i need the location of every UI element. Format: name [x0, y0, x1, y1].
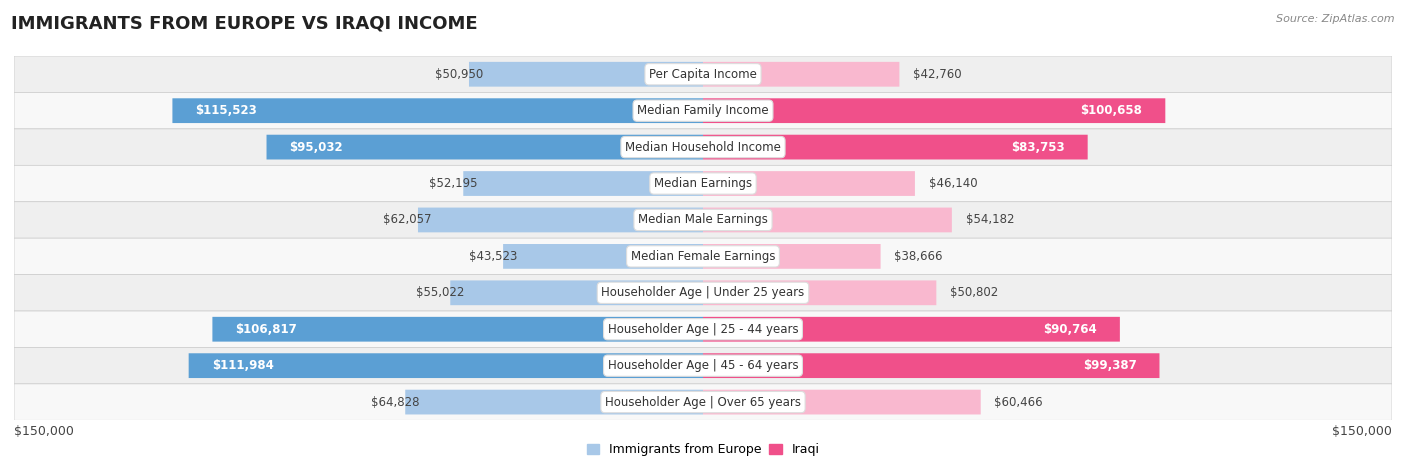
Text: $50,802: $50,802 [950, 286, 998, 299]
Text: $83,753: $83,753 [1011, 141, 1064, 154]
Text: $52,195: $52,195 [429, 177, 477, 190]
Text: Householder Age | 45 - 64 years: Householder Age | 45 - 64 years [607, 359, 799, 372]
FancyBboxPatch shape [14, 275, 1392, 311]
FancyBboxPatch shape [703, 317, 1119, 342]
FancyBboxPatch shape [503, 244, 703, 269]
Legend: Immigrants from Europe, Iraqi: Immigrants from Europe, Iraqi [582, 439, 824, 461]
Text: Median Household Income: Median Household Income [626, 141, 780, 154]
Text: Per Capita Income: Per Capita Income [650, 68, 756, 81]
FancyBboxPatch shape [450, 280, 703, 305]
FancyBboxPatch shape [267, 134, 703, 160]
FancyBboxPatch shape [703, 62, 900, 87]
Text: Householder Age | 25 - 44 years: Householder Age | 25 - 44 years [607, 323, 799, 336]
Text: $54,182: $54,182 [966, 213, 1014, 226]
FancyBboxPatch shape [14, 347, 1392, 384]
Text: $55,022: $55,022 [416, 286, 464, 299]
FancyBboxPatch shape [14, 129, 1392, 165]
Text: Source: ZipAtlas.com: Source: ZipAtlas.com [1277, 14, 1395, 24]
Text: $62,057: $62,057 [384, 213, 432, 226]
Text: Median Family Income: Median Family Income [637, 104, 769, 117]
FancyBboxPatch shape [14, 165, 1392, 202]
FancyBboxPatch shape [14, 56, 1392, 92]
FancyBboxPatch shape [703, 207, 952, 233]
Text: $106,817: $106,817 [235, 323, 297, 336]
FancyBboxPatch shape [703, 353, 1160, 378]
FancyBboxPatch shape [14, 202, 1392, 238]
FancyBboxPatch shape [463, 171, 703, 196]
FancyBboxPatch shape [14, 384, 1392, 420]
FancyBboxPatch shape [703, 389, 981, 415]
Text: $150,000: $150,000 [14, 425, 75, 438]
Text: $50,950: $50,950 [434, 68, 482, 81]
Text: $150,000: $150,000 [1331, 425, 1392, 438]
Text: Median Male Earnings: Median Male Earnings [638, 213, 768, 226]
Text: $64,828: $64,828 [371, 396, 419, 409]
Text: $42,760: $42,760 [912, 68, 962, 81]
FancyBboxPatch shape [703, 244, 880, 269]
Text: Householder Age | Under 25 years: Householder Age | Under 25 years [602, 286, 804, 299]
FancyBboxPatch shape [14, 238, 1392, 275]
Text: $90,764: $90,764 [1043, 323, 1097, 336]
FancyBboxPatch shape [703, 280, 936, 305]
FancyBboxPatch shape [173, 98, 703, 123]
FancyBboxPatch shape [14, 92, 1392, 129]
Text: $100,658: $100,658 [1080, 104, 1142, 117]
Text: $38,666: $38,666 [894, 250, 943, 263]
FancyBboxPatch shape [188, 353, 703, 378]
Text: $111,984: $111,984 [212, 359, 274, 372]
FancyBboxPatch shape [703, 98, 1166, 123]
Text: $95,032: $95,032 [290, 141, 343, 154]
FancyBboxPatch shape [703, 171, 915, 196]
FancyBboxPatch shape [14, 311, 1392, 347]
Text: Householder Age | Over 65 years: Householder Age | Over 65 years [605, 396, 801, 409]
FancyBboxPatch shape [418, 207, 703, 233]
Text: Median Earnings: Median Earnings [654, 177, 752, 190]
FancyBboxPatch shape [212, 317, 703, 342]
FancyBboxPatch shape [703, 134, 1088, 160]
Text: $46,140: $46,140 [929, 177, 977, 190]
FancyBboxPatch shape [470, 62, 703, 87]
Text: IMMIGRANTS FROM EUROPE VS IRAQI INCOME: IMMIGRANTS FROM EUROPE VS IRAQI INCOME [11, 14, 478, 32]
Text: $99,387: $99,387 [1083, 359, 1136, 372]
Text: $115,523: $115,523 [195, 104, 257, 117]
Text: Median Female Earnings: Median Female Earnings [631, 250, 775, 263]
Text: $60,466: $60,466 [994, 396, 1043, 409]
FancyBboxPatch shape [405, 389, 703, 415]
Text: $43,523: $43,523 [468, 250, 517, 263]
